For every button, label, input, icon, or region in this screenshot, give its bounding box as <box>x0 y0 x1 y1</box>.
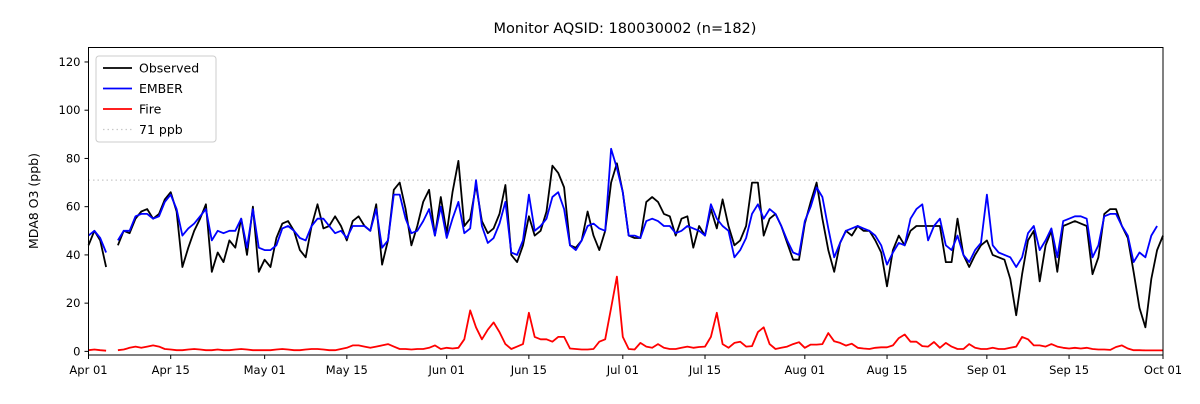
x-axis-tick-label: Jun 15 <box>510 363 547 377</box>
legend-label-observed: Observed <box>139 61 199 76</box>
y-axis-tick-label: 60 <box>66 200 81 214</box>
x-axis-tick-label: Jun 01 <box>428 363 465 377</box>
legend-box <box>95 55 217 143</box>
x-axis-tick-label: May 15 <box>326 363 368 377</box>
y-axis-label: MDA8 O3 (ppb) <box>26 153 41 249</box>
x-axis-tick-label: Apr 01 <box>69 363 107 377</box>
legend-label-ember: EMBER <box>139 81 183 96</box>
axes-spines <box>88 47 1164 356</box>
ember-line <box>87 147 1158 268</box>
y-axis-tick-label: 20 <box>66 296 81 310</box>
observed-line <box>87 160 1164 329</box>
chart-title: Monitor AQSID: 180030002 (n=182) <box>494 21 757 37</box>
x-axis-tick-label: Sep 15 <box>1049 363 1089 377</box>
x-axis-tick-label: Jul 15 <box>688 363 721 377</box>
x-axis-tick-label: Aug 01 <box>784 363 825 377</box>
legend-label-fire: Fire <box>139 102 162 117</box>
legend-label-71-ppb: 71 ppb <box>139 122 183 137</box>
plot-area: Apr 01 Apr 15 May 01 May 15 Jun 01 Jun 15 Jul … <box>59 47 1182 377</box>
y-axis-tick-label: 100 <box>59 103 81 117</box>
x-axis-tick-label: Apr 15 <box>152 363 190 377</box>
x-axis-tick-label: Aug 15 <box>867 363 908 377</box>
fire-line <box>88 275 1163 352</box>
y-axis-tick-label: 0 <box>73 344 80 358</box>
y-axis-tick-label: 80 <box>66 151 81 165</box>
x-axis-tick-label: Oct 01 <box>1144 363 1182 377</box>
y-axis-tick-label: 40 <box>66 248 81 262</box>
y-axis-tick-label: 120 <box>59 55 81 69</box>
x-axis-tick-label: May 01 <box>244 363 286 377</box>
x-axis-tick-label: Jul 01 <box>606 363 639 377</box>
x-axis-tick-label: Sep 01 <box>967 363 1007 377</box>
